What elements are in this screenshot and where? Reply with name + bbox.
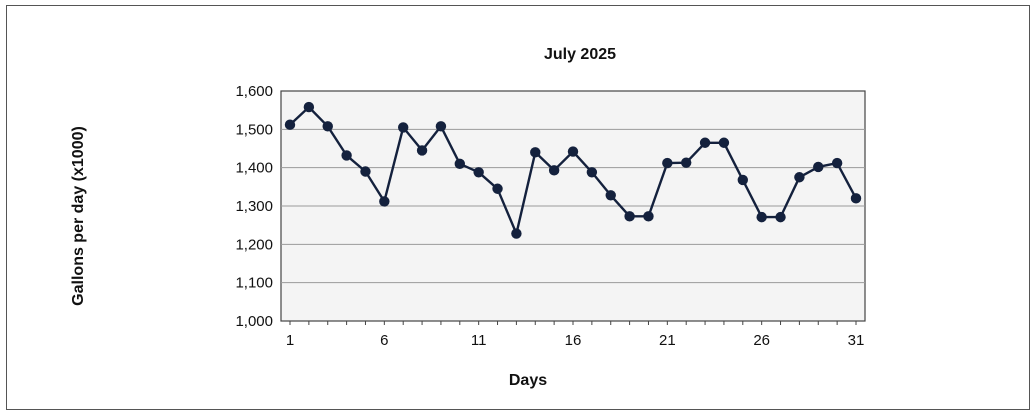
- data-point: [360, 166, 371, 177]
- data-point: [548, 165, 560, 176]
- data-point: [718, 137, 730, 148]
- y-axis-title: Gallons per day (x1000): [70, 126, 87, 306]
- data-point: [681, 157, 692, 168]
- y-tick-label: 1,000: [235, 313, 273, 330]
- data-point: [492, 183, 503, 194]
- data-point: [737, 174, 748, 186]
- data-point: [624, 211, 635, 222]
- data-point: [813, 161, 824, 173]
- y-tick-label: 1,500: [235, 121, 273, 138]
- data-point: [756, 211, 767, 223]
- y-axis-ticks: 1,000 1,100 1,200 1,300 1,400 1,500 1,600: [235, 83, 273, 330]
- data-point: [605, 190, 616, 201]
- line-chart: July 2025 1,000 1,100 1,200 1,300 1,400 1,500…: [70, 46, 866, 389]
- x-tick-label: 26: [753, 332, 770, 349]
- data-point: [775, 211, 786, 223]
- x-axis-ticks: 1 6 11 16 21 26 31: [286, 321, 865, 349]
- data-point: [284, 119, 296, 130]
- data-point: [454, 158, 465, 170]
- y-tick-label: 1,100: [235, 275, 273, 292]
- y-tick-label: 1,300: [235, 198, 273, 215]
- y-tick-label: 1,600: [235, 83, 273, 100]
- data-point: [794, 172, 805, 183]
- data-point: [567, 146, 579, 157]
- data-point: [831, 157, 843, 169]
- data-point: [586, 167, 598, 178]
- data-point: [662, 157, 673, 169]
- chart-frame: July 2025 1,000 1,100 1,200 1,300 1,400 1,500…: [6, 5, 1030, 410]
- y-tick-label: 1,400: [235, 160, 273, 177]
- x-tick-label: 1: [286, 332, 294, 349]
- data-point: [643, 211, 654, 222]
- x-tick-label: 11: [471, 332, 487, 349]
- y-tick-label: 1,200: [235, 236, 273, 253]
- data-points: [284, 101, 862, 239]
- chart-title: July 2025: [544, 46, 616, 63]
- x-tick-label: 6: [380, 332, 388, 349]
- gridlines: [281, 128, 865, 284]
- data-point: [398, 122, 409, 133]
- data-point: [850, 193, 862, 204]
- data-point: [416, 145, 428, 156]
- data-point: [530, 147, 541, 158]
- data-point: [379, 196, 390, 207]
- data-point: [699, 137, 711, 148]
- x-axis-title: Days: [509, 372, 547, 389]
- x-tick-label: 31: [848, 332, 865, 349]
- data-point: [341, 150, 352, 161]
- data-point: [322, 121, 333, 132]
- data-point: [303, 101, 315, 113]
- data-point: [473, 167, 484, 178]
- x-tick-label: 16: [565, 332, 582, 349]
- x-tick-label: 21: [659, 332, 676, 349]
- data-point: [435, 121, 447, 132]
- data-point: [511, 228, 522, 239]
